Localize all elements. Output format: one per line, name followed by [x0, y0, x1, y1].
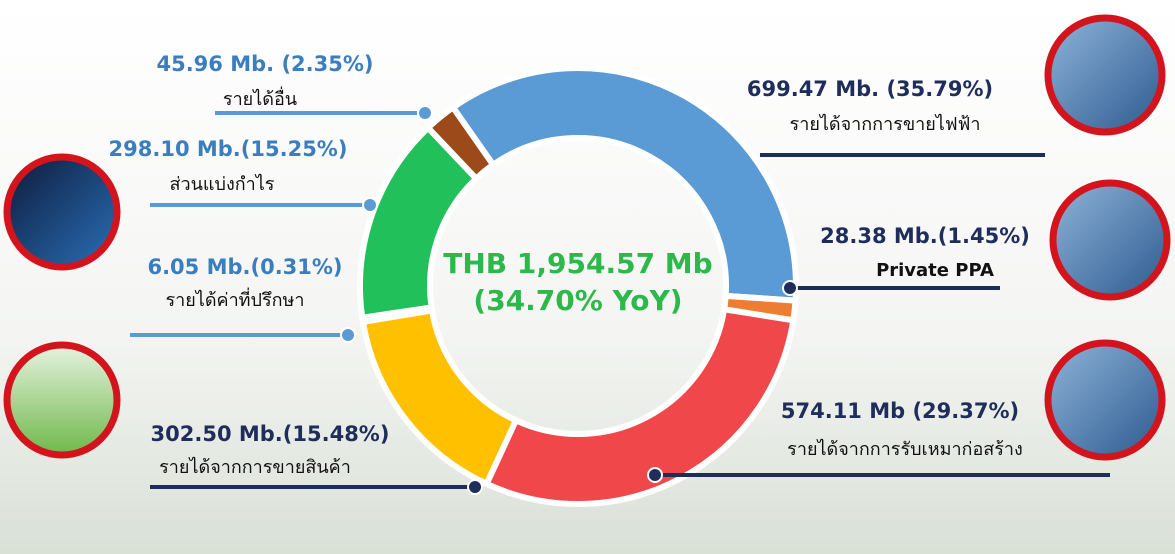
category-label: รายได้จากการขายสินค้า — [159, 456, 351, 478]
value-label: 699.47 Mb. (35.79%) — [747, 77, 993, 101]
category-label: Private PPA — [876, 260, 994, 281]
category-label: รายได้จากการรับเหมาก่อสร้าง — [787, 438, 1023, 460]
category-label: รายได้ค่าที่ปรึกษา — [165, 287, 304, 311]
leader-dot — [340, 327, 356, 343]
value-label: 45.96 Mb. (2.35%) — [156, 52, 373, 76]
donut — [357, 65, 799, 507]
donut-slice — [423, 103, 498, 183]
labels: 699.47 Mb. (35.79%) รายได้จากการขายไฟฟ้า 2… — [109, 52, 1110, 495]
leader-dot — [782, 280, 798, 296]
category-label: ส่วนแบ่งกำไร — [170, 173, 275, 195]
donut-slice — [482, 305, 797, 507]
value-label: 28.38 Mb.(1.45%) — [820, 224, 1030, 248]
center-title: THB 1,954.57 Mb — [443, 247, 712, 280]
center-subtitle: (34.70% YoY) — [473, 284, 682, 317]
value-label: 298.10 Mb.(15.25%) — [109, 137, 348, 161]
photo-worker — [1044, 339, 1166, 461]
photo-panel — [3, 341, 121, 459]
value-label: 574.11 Mb (29.37%) — [781, 399, 1019, 423]
value-label: 6.05 Mb.(0.31%) — [147, 255, 342, 279]
photo-finance — [3, 153, 121, 271]
donut-slice — [448, 65, 799, 304]
category-label: รายได้อื่น — [223, 86, 297, 110]
photo-rooftop — [1049, 179, 1171, 301]
leader-dot — [362, 197, 378, 213]
value-label: 302.50 Mb.(15.48%) — [151, 422, 390, 446]
photo-solar-farm — [1044, 14, 1166, 136]
leader-dot — [467, 479, 483, 495]
leader-dot — [417, 105, 433, 121]
category-label: รายได้จากการขายไฟฟ้า — [790, 113, 981, 135]
leader-dot — [647, 467, 663, 483]
photos — [3, 14, 1171, 461]
